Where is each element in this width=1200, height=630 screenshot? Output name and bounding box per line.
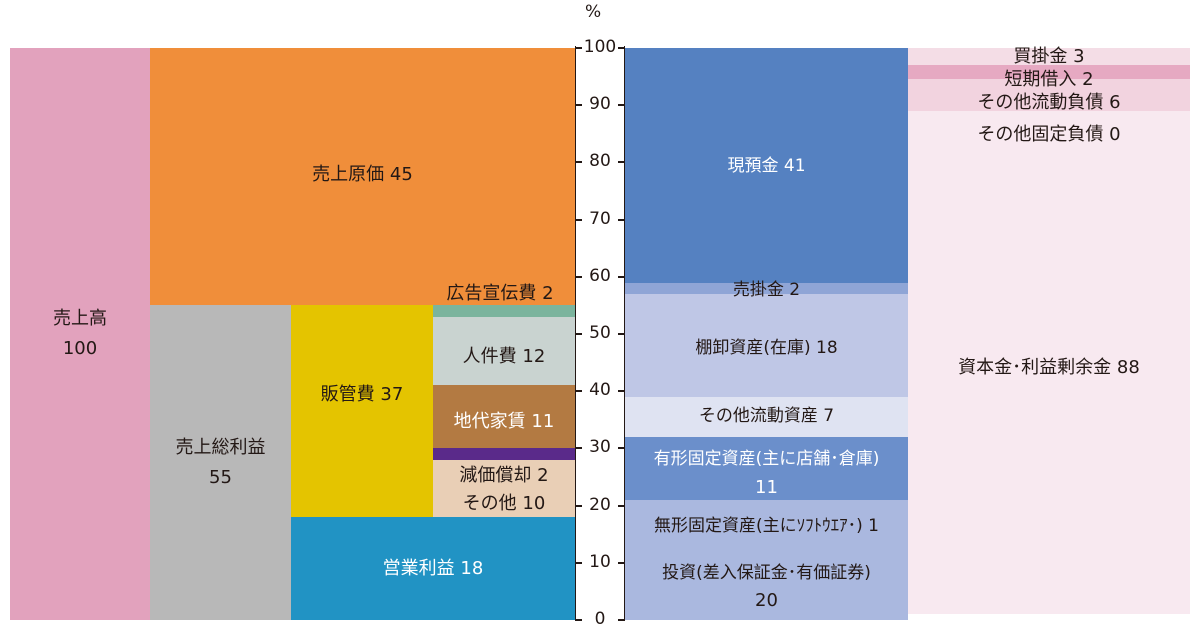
liability-label: その他固定負債 0 [977,124,1121,145]
asset-label: 現預金 41 [727,156,806,176]
sales-label: 売上高 [53,308,107,329]
y-tick-mark [618,447,624,450]
asset-label: その他流動資産 7 [698,406,835,426]
asset-segment-4 [625,436,908,500]
asset-label: 棚卸資産(在庫) 18 [695,338,838,358]
asset-label: 投資(差入保証金･有価証券) [662,563,871,583]
liability-label: 買掛金 3 [1013,46,1085,67]
y-tick-mark [576,161,582,164]
y-tick-mark [576,47,582,49]
asset-segment-3 [625,396,908,437]
asset-segment-5 [625,499,908,506]
y-tick-label: 100 [583,37,617,57]
y-tick-label: 10 [589,551,611,572]
y-tick-label: 80 [589,151,611,172]
gross-profit-block: 売上総利益 55 [150,305,291,620]
y-tick-mark [576,504,582,507]
asset-segment-1 [625,282,908,294]
y-tick-mark [576,333,582,335]
y-tick-mark [576,561,582,564]
asset-segment-2 [625,293,908,397]
y-axis-unit: % [585,2,602,22]
y-tick-mark [576,390,582,393]
operating-profit-block: 営業利益 18 [291,517,575,620]
y-tick-mark [618,47,624,49]
liability-segment-4 [908,110,1190,615]
y-tick-mark [576,619,582,621]
liability-separator [908,65,1190,68]
asset-label-value: 20 [755,590,778,611]
y-tick-label: 30 [589,437,611,458]
y-tick-mark [618,218,624,221]
y-tick-mark [618,275,624,278]
y-tick-mark [618,161,624,164]
gross-profit-label: 売上総利益 [175,436,266,458]
sga-item-2 [433,385,575,449]
liability-separator [908,76,1190,79]
cogs-label: 売上原価 45 [312,163,413,185]
sga-block: 販管費 37 [291,305,433,518]
sga-item-label: 減価償却 2 [459,465,549,486]
y-tick-mark [576,447,582,450]
asset-segment-0 [625,48,908,283]
y-tick-label: 20 [589,494,611,515]
y-tick-mark [618,619,624,621]
liability-segment-1 [908,65,1190,77]
liability-segment-2 [908,76,1190,111]
asset-label: 有形固定資産(主に店舗･倉庫) [653,449,880,469]
liability-label: 資本金･利益剰余金 88 [958,357,1140,378]
y-tick-label: 40 [589,380,611,401]
y-tick-mark [576,275,582,278]
y-tick-mark [618,333,624,335]
asset-label-value: 11 [755,477,778,498]
sga-item-3 [433,448,575,460]
asset-segment-6 [625,505,908,620]
y-tick-mark [618,104,624,107]
liability-segment-0 [908,48,1190,66]
asset-label: 売掛金 2 [732,280,801,300]
liability-label: その他流動負債 6 [977,92,1121,113]
y-tick-label: 70 [589,208,611,229]
sga-item-label: 地代家賃 11 [453,411,555,432]
y-tick-label: 60 [589,265,611,286]
y-tick-mark [576,104,582,107]
liability-label: 短期借入 2 [1004,69,1094,90]
y-tick-label: 90 [589,94,611,115]
sga-item-4 [433,459,575,518]
operating-profit-label: 営業利益 18 [382,557,484,579]
sales-value: 100 [62,338,98,359]
y-tick-label: 0 [594,609,606,629]
sales-block: 売上高 100 [10,48,150,620]
asset-label: 無形固定資産(主にｿﾌﾄｳｴｱ･) 1 [654,516,879,536]
sga-item-label: 広告宣伝費 2 [446,283,554,304]
sga-item-label: 人件費 12 [462,346,546,367]
cogs-block: 売上原価 45 [150,48,575,306]
y-tick-label: 50 [589,323,611,343]
y-tick-mark [576,218,582,221]
y-tick-mark [618,561,624,564]
sga-item-label: その他 10 [462,493,546,514]
sga-item-1 [433,316,575,386]
y-tick-mark [618,504,624,507]
sga-item-0 [433,305,575,317]
y-tick-mark [618,390,624,393]
sga-label: 販管費 37 [320,384,404,406]
gross-profit-value: 55 [209,466,232,488]
